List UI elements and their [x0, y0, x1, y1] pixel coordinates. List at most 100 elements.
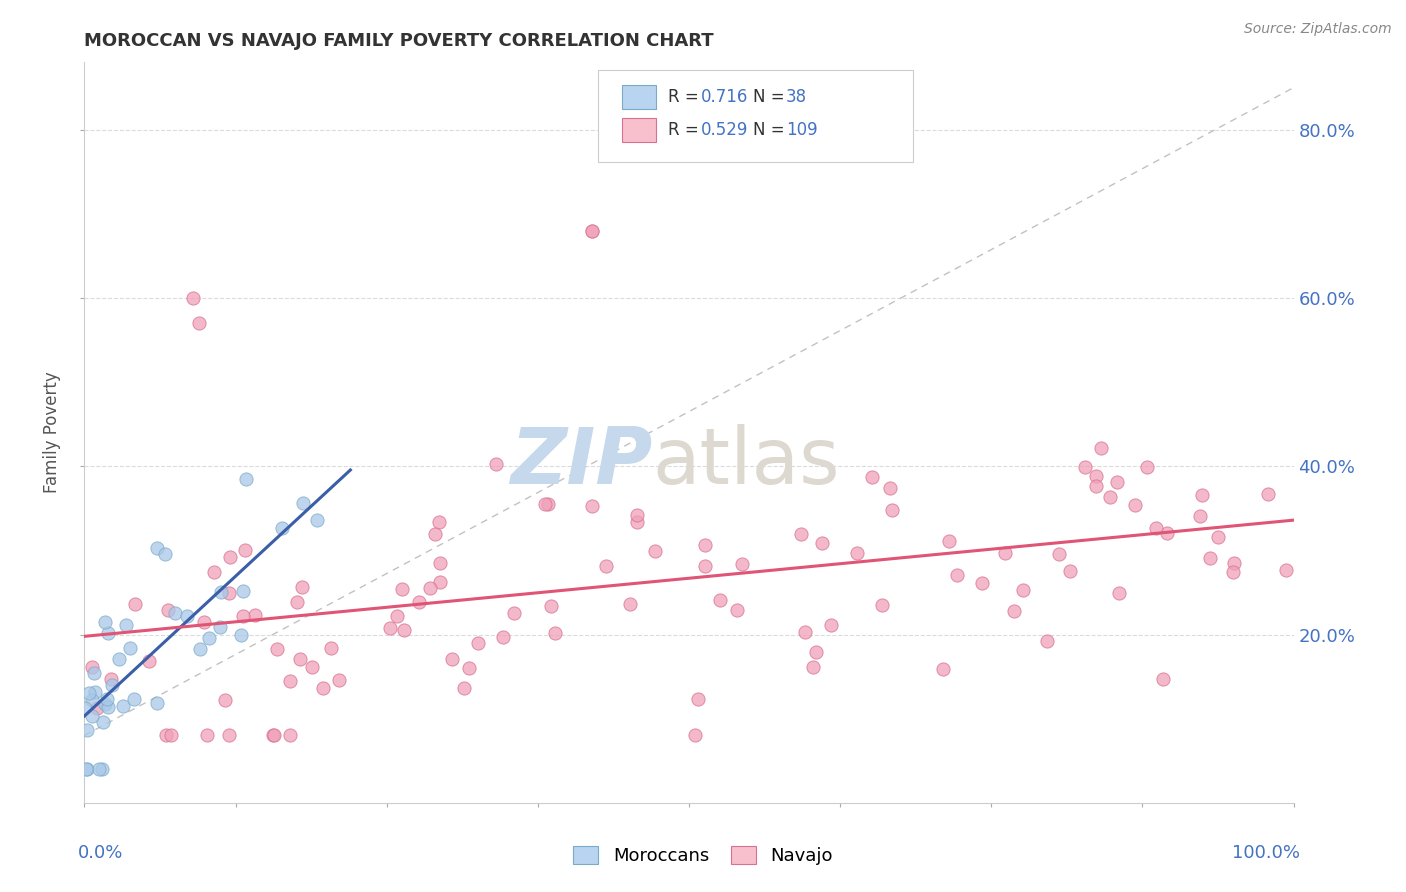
Text: N =: N = [754, 88, 790, 106]
Text: R =: R = [668, 120, 704, 139]
Point [457, 661, 479, 675]
Point [218, 550, 240, 565]
Point [378, 622, 401, 636]
Point [581, 499, 603, 513]
Point [155, 547, 177, 561]
Point [820, 617, 842, 632]
Point [291, 496, 314, 510]
Point [467, 636, 489, 650]
Point [138, 654, 160, 668]
Point [1152, 673, 1174, 687]
Point [626, 515, 648, 529]
Text: N =: N = [754, 120, 790, 139]
Point [291, 580, 314, 594]
Point [97, 699, 120, 714]
Point [1002, 604, 1025, 618]
Point [1275, 563, 1298, 577]
Point [970, 576, 993, 591]
Point [91, 714, 114, 729]
Point [938, 534, 960, 549]
Point [1098, 490, 1121, 504]
Text: 100.0%: 100.0% [1232, 844, 1299, 862]
Point [1085, 469, 1108, 483]
Point [266, 641, 288, 656]
Point [75, 701, 97, 715]
Point [845, 546, 868, 560]
Point [321, 640, 343, 655]
Point [1206, 530, 1229, 544]
Point [176, 608, 198, 623]
Point [1222, 556, 1244, 570]
Text: MOROCCAN VS NAVAJO FAMILY POVERTY CORRELATION CHART: MOROCCAN VS NAVAJO FAMILY POVERTY CORREL… [84, 32, 714, 50]
Text: ZIP: ZIP [510, 425, 652, 500]
Point [1199, 551, 1222, 566]
Text: 0.716: 0.716 [702, 88, 748, 106]
Point [80, 659, 103, 673]
Text: 0.0%: 0.0% [79, 844, 124, 862]
Point [790, 526, 813, 541]
Point [307, 513, 329, 527]
Point [115, 617, 138, 632]
Point [312, 681, 335, 696]
Point [232, 608, 254, 623]
Point [485, 457, 508, 471]
Point [946, 567, 969, 582]
Point [155, 729, 177, 743]
Point [1036, 634, 1059, 648]
Point [229, 628, 252, 642]
Text: 0.529: 0.529 [702, 120, 748, 139]
Point [96, 692, 118, 706]
Point [107, 652, 129, 666]
Point [503, 607, 526, 621]
Point [801, 659, 824, 673]
Point [862, 470, 884, 484]
Point [233, 543, 256, 558]
Point [731, 557, 754, 571]
Point [534, 497, 557, 511]
Point [870, 598, 893, 612]
Point [391, 582, 413, 597]
Point [1108, 586, 1130, 600]
Point [208, 620, 231, 634]
Point [693, 559, 716, 574]
Point [441, 652, 464, 666]
Point [619, 598, 641, 612]
Point [695, 538, 717, 552]
Point [83, 666, 105, 681]
Point [423, 527, 446, 541]
Text: 109: 109 [786, 120, 817, 139]
Point [101, 678, 124, 692]
Point [271, 520, 294, 534]
Point [94, 698, 117, 712]
Point [262, 729, 284, 743]
Point [429, 556, 451, 570]
Point [86, 700, 108, 714]
Point [75, 762, 97, 776]
Point [595, 559, 617, 574]
Point [120, 641, 142, 656]
Point [290, 652, 312, 666]
Point [882, 503, 904, 517]
Point [328, 673, 350, 688]
Point [90, 762, 112, 776]
Point [686, 692, 709, 706]
Point [1012, 583, 1035, 598]
Point [879, 481, 901, 495]
FancyBboxPatch shape [599, 70, 912, 162]
Point [1123, 498, 1146, 512]
Point [124, 597, 146, 611]
Point [159, 729, 181, 743]
Point [146, 697, 169, 711]
FancyBboxPatch shape [623, 86, 657, 109]
Point [536, 497, 558, 511]
Point [419, 582, 441, 596]
Point [1074, 459, 1097, 474]
Point [193, 615, 215, 630]
Legend: Moroccans, Navajo: Moroccans, Navajo [564, 837, 842, 874]
Point [932, 662, 955, 676]
Point [427, 515, 450, 529]
Point [1090, 442, 1112, 456]
Point [994, 546, 1017, 560]
Point [76, 762, 98, 776]
Point [278, 674, 301, 689]
